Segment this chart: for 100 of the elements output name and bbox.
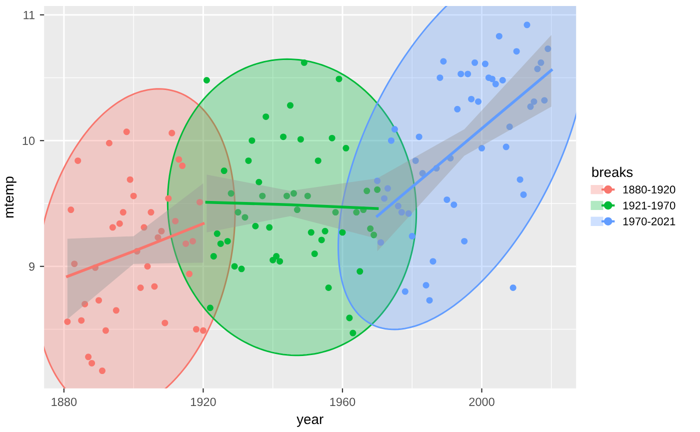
point	[450, 201, 458, 208]
point	[140, 224, 148, 231]
point	[96, 297, 102, 304]
point	[196, 198, 203, 206]
point	[304, 192, 311, 200]
point	[109, 224, 116, 231]
point	[284, 192, 290, 200]
point	[530, 98, 538, 105]
point	[314, 157, 322, 164]
y-tick-label: 10	[22, 136, 35, 146]
point	[405, 210, 412, 217]
point	[328, 134, 336, 142]
point	[154, 234, 162, 241]
point	[311, 250, 318, 258]
point	[492, 80, 499, 88]
point	[436, 74, 444, 81]
point	[144, 263, 151, 270]
point	[74, 157, 82, 164]
point	[430, 258, 436, 265]
point	[248, 137, 256, 144]
point	[116, 220, 123, 227]
point	[367, 225, 374, 232]
point	[339, 229, 346, 236]
point	[130, 192, 137, 200]
point	[179, 162, 186, 170]
point	[454, 106, 461, 112]
point	[308, 229, 314, 236]
point	[294, 206, 300, 214]
point	[262, 113, 270, 120]
point	[458, 70, 464, 78]
point	[220, 168, 228, 174]
point	[350, 330, 356, 336]
point	[172, 218, 179, 224]
point	[336, 76, 342, 82]
point	[190, 238, 196, 244]
point	[280, 134, 287, 140]
point	[176, 156, 182, 163]
legend-title: breaks	[592, 166, 633, 178]
legend-label: 1921-1970	[623, 202, 676, 210]
point	[374, 186, 381, 193]
point	[102, 327, 109, 334]
point	[513, 48, 520, 55]
x-axis-title: year	[296, 416, 324, 427]
point	[468, 96, 475, 102]
point	[148, 209, 154, 216]
point	[106, 140, 112, 146]
point	[419, 170, 426, 177]
point	[158, 228, 165, 234]
x-tick-label: 1880	[52, 398, 77, 406]
point	[234, 209, 242, 216]
point	[286, 102, 294, 109]
point	[516, 176, 524, 183]
y-axis-title: mtemp	[4, 176, 16, 218]
point	[242, 214, 248, 221]
point	[544, 46, 552, 52]
point	[231, 263, 238, 270]
point	[346, 314, 353, 322]
x-tick-label: 1920	[190, 398, 216, 406]
point	[252, 222, 259, 230]
point	[203, 76, 210, 84]
point	[112, 307, 120, 314]
point	[478, 144, 486, 152]
x-tick-label: 2000	[469, 398, 494, 406]
point	[325, 284, 332, 292]
point	[200, 327, 206, 334]
point	[120, 209, 126, 216]
point	[381, 195, 388, 202]
point	[527, 103, 534, 110]
point	[534, 66, 541, 72]
point	[68, 206, 74, 214]
point	[444, 196, 450, 203]
point	[238, 266, 245, 272]
point	[206, 304, 214, 312]
point	[192, 326, 200, 333]
point	[78, 317, 85, 324]
point	[165, 195, 172, 202]
point	[162, 320, 168, 326]
point	[364, 188, 370, 194]
point	[290, 190, 297, 197]
point	[356, 268, 364, 275]
point	[384, 185, 391, 192]
point	[71, 260, 78, 268]
point	[461, 238, 468, 244]
point	[210, 253, 217, 260]
point	[82, 300, 88, 308]
point	[123, 128, 130, 136]
point	[426, 297, 433, 304]
point	[499, 76, 506, 84]
point	[370, 232, 378, 238]
point	[510, 284, 516, 292]
point	[168, 130, 176, 136]
point	[408, 232, 416, 240]
point	[88, 360, 96, 366]
point	[440, 58, 447, 65]
legend-label: 1880-1920	[623, 186, 676, 194]
point	[245, 157, 252, 164]
point	[538, 59, 544, 66]
point	[64, 318, 71, 325]
point	[472, 59, 478, 66]
point	[322, 228, 328, 234]
